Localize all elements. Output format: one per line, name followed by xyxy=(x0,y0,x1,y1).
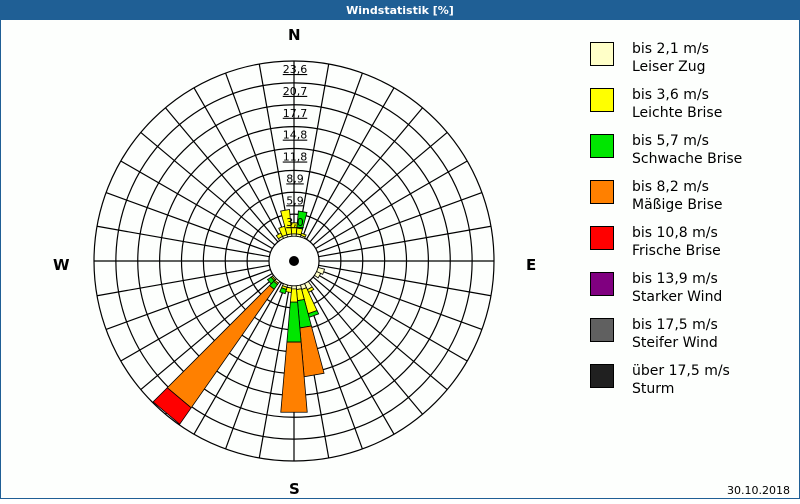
legend-swatch xyxy=(590,364,614,388)
legend-range: bis 10,8 m/s xyxy=(632,224,721,242)
legend-swatch xyxy=(590,134,614,158)
direction-east-label: E xyxy=(526,256,536,274)
legend-class: Mäßige Brise xyxy=(632,196,722,214)
svg-text:20,7: 20,7 xyxy=(283,85,308,98)
window-title: Windstatistik [%] xyxy=(0,0,800,20)
legend-swatch xyxy=(590,318,614,342)
svg-text:8,9: 8,9 xyxy=(286,172,304,185)
legend-range: bis 3,6 m/s xyxy=(632,86,722,104)
direction-west-label: W xyxy=(53,256,70,274)
legend-range: bis 2,1 m/s xyxy=(632,40,709,58)
legend-class: Schwache Brise xyxy=(632,150,742,168)
date-label: 30.10.2018 xyxy=(727,484,790,497)
legend-range: über 17,5 m/s xyxy=(632,362,730,380)
legend-class: Leichte Brise xyxy=(632,104,722,122)
legend-range: bis 5,7 m/s xyxy=(632,132,742,150)
legend-range: bis 13,9 m/s xyxy=(632,270,722,288)
legend-class: Steifer Wind xyxy=(632,334,718,352)
legend-swatch xyxy=(590,42,614,66)
wind-rose-plot: 3,0 5,9 8,9 11,8 14,8 17,7 20,7 23,6 xyxy=(0,20,580,500)
direction-north-label: N xyxy=(288,26,301,44)
svg-text:3,0: 3,0 xyxy=(286,216,304,229)
legend-class: Leiser Zug xyxy=(632,58,709,76)
svg-text:11,8: 11,8 xyxy=(283,151,308,164)
legend-swatch xyxy=(590,226,614,250)
svg-text:23,6: 23,6 xyxy=(283,63,308,76)
legend-range: bis 17,5 m/s xyxy=(632,316,718,334)
legend-class: Starker Wind xyxy=(632,288,722,306)
wind-rose: 3,0 5,9 8,9 11,8 14,8 17,7 20,7 23,6 N E S W xyxy=(0,20,580,500)
legend-swatch xyxy=(590,272,614,296)
svg-text:14,8: 14,8 xyxy=(283,129,308,142)
legend-range: bis 8,2 m/s xyxy=(632,178,722,196)
legend-swatch xyxy=(590,180,614,204)
legend-class: Sturm xyxy=(632,380,730,398)
svg-text:17,7: 17,7 xyxy=(283,107,308,120)
legend-swatch xyxy=(590,88,614,112)
direction-south-label: S xyxy=(289,480,300,498)
legend-class: Frische Brise xyxy=(632,242,721,260)
wind-sector xyxy=(292,286,297,289)
svg-text:5,9: 5,9 xyxy=(286,194,304,207)
